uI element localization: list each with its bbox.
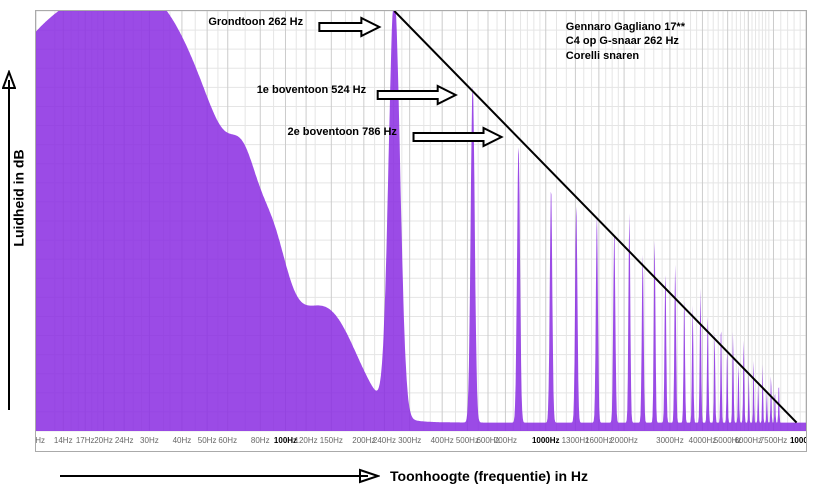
info-line-2: C4 op G-snaar 262 Hz: [566, 34, 685, 48]
svg-text:3000Hz: 3000Hz: [656, 436, 684, 445]
svg-text:40Hz: 40Hz: [173, 436, 192, 445]
svg-text:1000Hz: 1000Hz: [532, 436, 560, 445]
svg-text:30Hz: 30Hz: [140, 436, 159, 445]
spectrum-chart: 11Hz 14Hz17Hz20Hz24Hz 30Hz 40Hz 50Hz60Hz 80Hz…: [35, 10, 807, 452]
svg-text:400Hz: 400Hz: [431, 436, 454, 445]
info-line-1: Gennaro Gagliano 17**: [566, 20, 685, 34]
annotation-grondtoon: Grondtoon 262 Hz: [208, 16, 303, 28]
svg-text:24Hz: 24Hz: [115, 436, 134, 445]
svg-text:50Hz: 50Hz: [198, 436, 217, 445]
svg-text:150Hz: 150Hz: [320, 436, 343, 445]
x-axis-arrow: [60, 468, 380, 484]
svg-text:11Hz: 11Hz: [36, 436, 45, 445]
info-line-3: Corelli snaren: [566, 49, 685, 63]
svg-text:4000Hz: 4000Hz: [689, 436, 717, 445]
svg-text:300Hz: 300Hz: [398, 436, 421, 445]
svg-text:120Hz: 120Hz: [295, 436, 318, 445]
svg-text:240Hz: 240Hz: [373, 436, 396, 445]
y-axis-label: Luidheid in dB: [11, 149, 27, 246]
annotation-boventoon1: 1e boventoon 524 Hz: [257, 84, 366, 96]
annotation-boventoon2: 2e boventoon 786 Hz: [288, 126, 397, 138]
svg-text:6000Hz: 6000Hz: [734, 436, 762, 445]
svg-text:14Hz: 14Hz: [54, 436, 73, 445]
svg-text:1600Hz: 1600Hz: [585, 436, 613, 445]
x-axis-label: Toonhoogte (frequentie) in Hz: [390, 468, 588, 484]
svg-text:700Hz: 700Hz: [494, 436, 517, 445]
chart-info-box: Gennaro Gagliano 17** C4 op G-snaar 262 …: [566, 20, 685, 63]
svg-text:10000Hz: 10000Hz: [790, 436, 806, 445]
svg-text:17Hz: 17Hz: [76, 436, 95, 445]
svg-text:60Hz: 60Hz: [218, 436, 237, 445]
svg-text:80Hz: 80Hz: [251, 436, 270, 445]
svg-text:2000Hz: 2000Hz: [610, 436, 638, 445]
svg-text:7500Hz: 7500Hz: [760, 436, 788, 445]
svg-text:20Hz: 20Hz: [94, 436, 113, 445]
